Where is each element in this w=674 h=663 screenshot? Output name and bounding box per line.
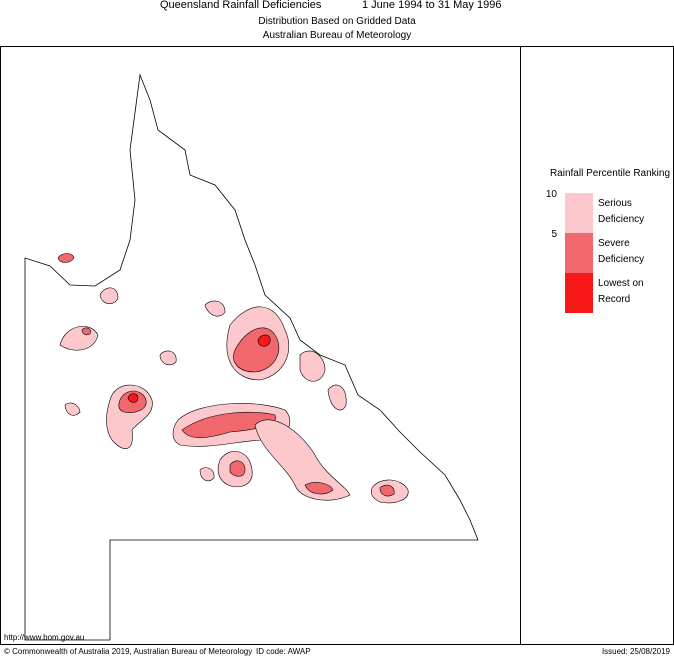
copyright: © Commonwealth of Australia 2019, Austra… bbox=[4, 647, 252, 656]
deficiency-area bbox=[204, 300, 226, 317]
title: Queensland Rainfall Deficiencies bbox=[160, 0, 322, 11]
issued: Issued: 25/08/2019 bbox=[602, 647, 671, 656]
deficiency-area bbox=[127, 393, 139, 403]
legend-swatch bbox=[565, 273, 593, 313]
legend-swatch bbox=[565, 233, 593, 273]
deficiency-area bbox=[379, 484, 395, 497]
legend-label: Deficiency bbox=[598, 214, 644, 225]
legend-tick: 5 bbox=[551, 229, 557, 240]
deficiency-area bbox=[59, 326, 99, 351]
deficiency-areas bbox=[57, 253, 409, 504]
legend-label: Record bbox=[598, 294, 630, 305]
deficiency-area bbox=[159, 350, 177, 366]
deficiency-area bbox=[64, 402, 81, 416]
deficiency-area bbox=[229, 460, 246, 477]
deficiency-area bbox=[327, 384, 347, 411]
legend-label: Severe bbox=[598, 238, 630, 249]
legend-label: Deficiency bbox=[598, 254, 644, 265]
legend-label: Lowest on bbox=[598, 278, 644, 289]
deficiency-area bbox=[99, 287, 119, 304]
subtitle: Distribution Based on Gridded Data bbox=[258, 16, 416, 27]
deficiency-area bbox=[299, 350, 326, 382]
legend-title: Rainfall Percentile Ranking bbox=[550, 168, 670, 179]
deficiency-area bbox=[257, 334, 271, 347]
deficiency-area bbox=[81, 327, 91, 336]
url: http://www.bom.gov.au bbox=[4, 633, 84, 642]
frame bbox=[0, 46, 674, 645]
deficiency-area bbox=[199, 467, 215, 482]
deficiency-area bbox=[254, 419, 351, 501]
legend: Serious Deficiency Severe Deficiency Lowest … bbox=[546, 189, 644, 313]
deficiency-area bbox=[304, 482, 334, 495]
deficiency-area bbox=[57, 253, 75, 263]
source: Australian Bureau of Meteorology bbox=[263, 30, 411, 41]
queensland-outline bbox=[24, 73, 479, 641]
id-code: ID code: AWAP bbox=[256, 647, 311, 656]
legend-label: Serious bbox=[598, 198, 632, 209]
period: 1 June 1994 to 31 May 1996 bbox=[362, 0, 501, 11]
legend-swatch bbox=[565, 193, 593, 233]
legend-tick: 10 bbox=[546, 189, 558, 200]
